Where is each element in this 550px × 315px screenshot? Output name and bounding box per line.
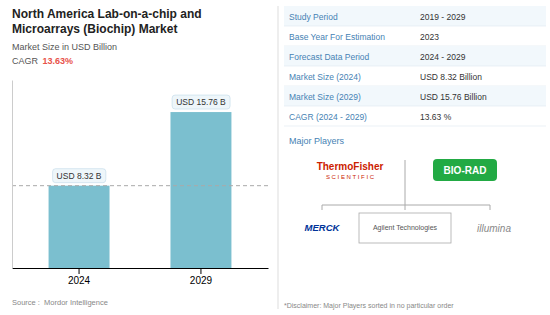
data-label-box — [172, 95, 230, 109]
player: BIO-RAD — [444, 165, 487, 176]
chart: North America Lab-on-a-chip andMicroarra… — [0, 0, 550, 315]
data-label: USD 15.76 B — [176, 97, 226, 107]
player: ThermoFisher — [317, 161, 384, 172]
table-row-bg — [284, 86, 546, 106]
data-label-group: USD 15.76 B — [172, 95, 230, 109]
title: North America Lab-on-a-chip andMicroarra… — [12, 7, 202, 36]
subtitle: Market Size in USD Billion — [12, 42, 117, 52]
table-label: Study Period — [289, 12, 338, 22]
table-value: 2023 — [420, 32, 439, 42]
table-separator — [284, 66, 546, 67]
connector — [405, 160, 406, 205]
table-label: Market Size (2029) — [289, 92, 361, 102]
y-axis — [12, 81, 13, 269]
table-value: 2019 - 2029 — [420, 12, 466, 22]
table-label: CAGR (2024 - 2029) — [289, 112, 367, 122]
table-value: 13.63 % — [420, 112, 452, 122]
data-label-box — [53, 169, 106, 183]
data-label-group: USD 8.32 B — [53, 169, 106, 183]
players-diagram: ThermoFisher S C I E N T I F I C BIO-RAD Ag… — [305, 159, 512, 243]
x-axis: 2024 2029 — [13, 268, 269, 286]
x-axis-line — [13, 268, 269, 269]
y-axis-line — [12, 81, 13, 269]
table-label: Base Year For Estimation — [289, 32, 385, 42]
x-tick: 2024 — [68, 268, 91, 286]
table-value: USD 15.76 Billion — [420, 92, 487, 102]
annotation: 13.63% — [43, 56, 74, 66]
bar — [170, 112, 231, 268]
table-label: Forecast Data Period — [289, 52, 370, 62]
table-label: Market Size (2024) — [289, 72, 361, 82]
table: Study Period 2019 - 2029 Base Year For Est… — [284, 6, 546, 126]
x-tick-mark — [200, 268, 201, 274]
table-row-bg — [284, 6, 546, 26]
connector — [322, 205, 490, 206]
disclaimer: *Disclaimer: Major Players sorted in no … — [284, 302, 454, 310]
reference-line — [12, 185, 268, 186]
player-subtitle: S C I E N T I F I C — [326, 174, 375, 180]
plot-area — [12, 112, 268, 268]
connector — [405, 205, 406, 210]
table-separator — [284, 26, 546, 27]
table-value: 2024 - 2029 — [420, 52, 466, 62]
data-label: USD 8.32 B — [57, 171, 102, 181]
player: Agilent Technologies — [373, 224, 438, 232]
table-separator — [284, 126, 546, 127]
x-tick: 2029 — [190, 268, 213, 286]
source: Source : Mordor Intelligence — [12, 298, 108, 307]
table-row-bg — [284, 46, 546, 66]
divider — [278, 6, 279, 309]
player-box — [433, 159, 497, 181]
player: illumina — [477, 223, 511, 234]
table-value: USD 8.32 Billion — [420, 72, 482, 82]
x-tick-label: 2024 — [68, 275, 91, 286]
major-players-label: Major Players — [289, 136, 345, 146]
annotation: CAGR — [12, 56, 41, 66]
connector — [322, 205, 323, 210]
bar — [49, 186, 110, 268]
x-tick-label: 2029 — [190, 275, 213, 286]
x-tick-mark — [79, 268, 80, 274]
player: MERCK — [305, 222, 341, 233]
table-separator — [284, 106, 546, 107]
player-box — [359, 213, 451, 243]
data-labels: USD 8.32 B USD 15.76 B — [53, 95, 230, 183]
connector — [490, 205, 491, 210]
